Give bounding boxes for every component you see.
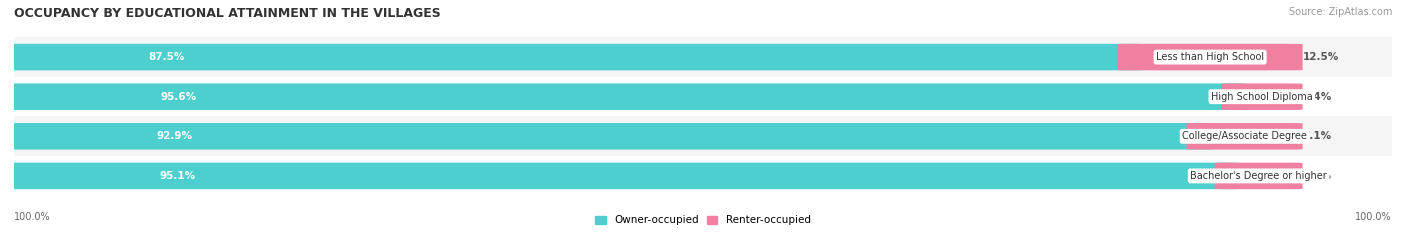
FancyBboxPatch shape [1118, 44, 1302, 70]
FancyBboxPatch shape [1, 44, 1143, 70]
FancyBboxPatch shape [1, 123, 1212, 150]
FancyBboxPatch shape [1220, 83, 1302, 110]
Text: 12.5%: 12.5% [1302, 52, 1339, 62]
Text: 100.0%: 100.0% [14, 212, 51, 222]
Text: 4.4%: 4.4% [1302, 92, 1331, 102]
Text: 7.1%: 7.1% [1302, 131, 1331, 141]
Bar [14, 116, 1392, 156]
Text: 95.1%: 95.1% [160, 171, 195, 181]
FancyBboxPatch shape [1215, 163, 1302, 189]
Text: Bachelor's Degree or higher: Bachelor's Degree or higher [1191, 171, 1327, 181]
Text: High School Diploma: High School Diploma [1211, 92, 1313, 102]
Text: 95.6%: 95.6% [160, 92, 197, 102]
FancyBboxPatch shape [1, 83, 1247, 110]
Bar [14, 156, 1392, 196]
Text: 4.9%: 4.9% [1302, 171, 1331, 181]
Text: 92.9%: 92.9% [156, 131, 193, 141]
FancyBboxPatch shape [1, 163, 1240, 189]
Legend: Owner-occupied, Renter-occupied: Owner-occupied, Renter-occupied [595, 216, 811, 226]
Text: 100.0%: 100.0% [1355, 212, 1392, 222]
Text: 87.5%: 87.5% [148, 52, 184, 62]
Text: Less than High School: Less than High School [1156, 52, 1264, 62]
Text: OCCUPANCY BY EDUCATIONAL ATTAINMENT IN THE VILLAGES: OCCUPANCY BY EDUCATIONAL ATTAINMENT IN T… [14, 7, 441, 20]
Bar [14, 37, 1392, 77]
Bar [14, 77, 1392, 116]
Text: College/Associate Degree: College/Associate Degree [1182, 131, 1308, 141]
FancyBboxPatch shape [1187, 123, 1302, 150]
Text: Source: ZipAtlas.com: Source: ZipAtlas.com [1288, 7, 1392, 17]
